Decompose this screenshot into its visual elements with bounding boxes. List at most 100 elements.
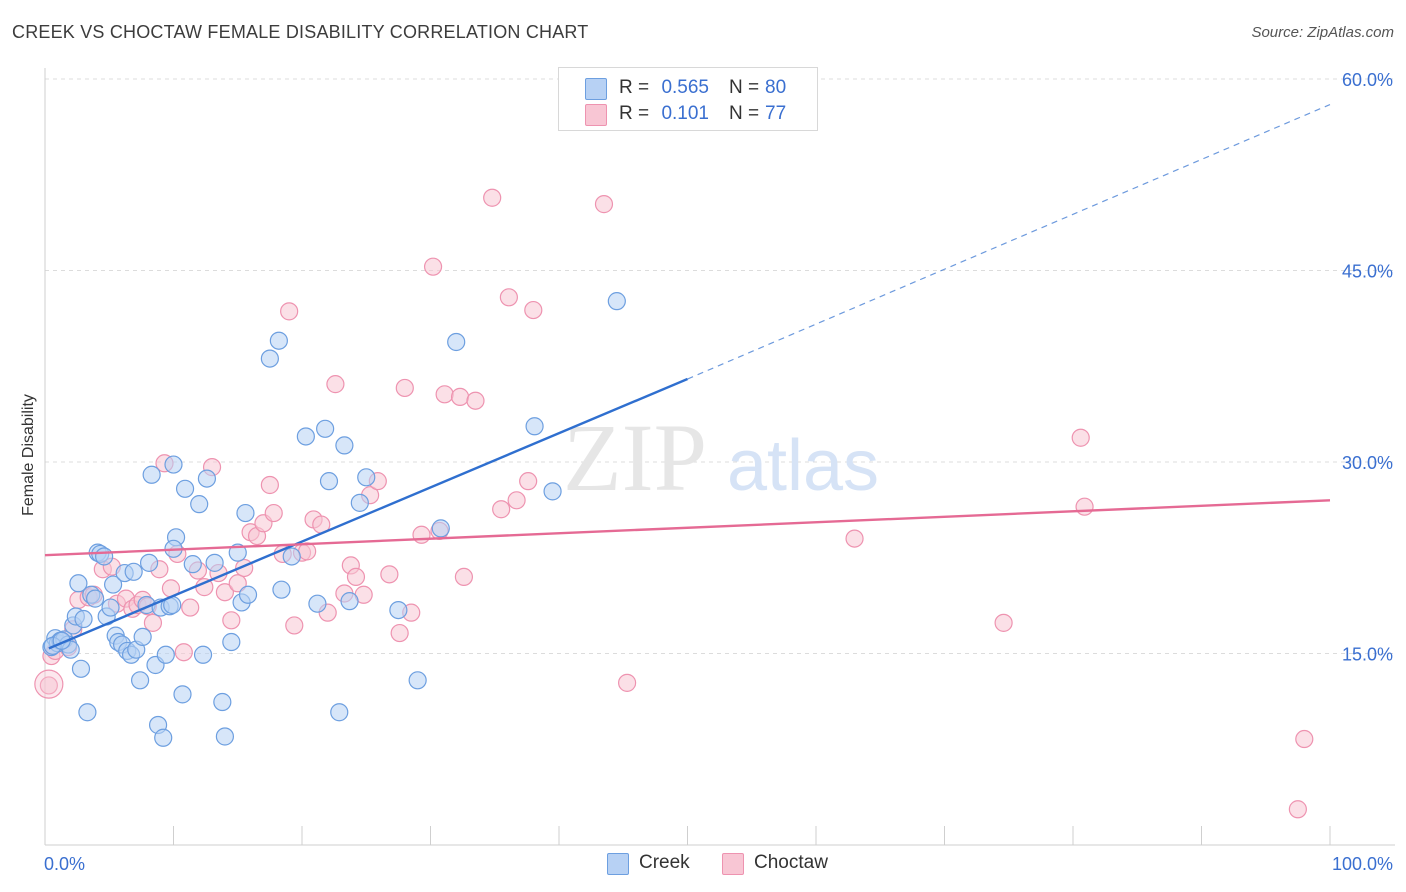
creek-point	[272, 580, 291, 599]
source-label: Source: ZipAtlas.com	[1251, 24, 1394, 41]
choctaw-point	[466, 391, 485, 410]
creek-point	[142, 465, 161, 484]
choctaw-trend-line	[44, 499, 1331, 557]
creek-point	[78, 703, 97, 722]
choctaw-point	[483, 188, 502, 207]
choctaw-point	[222, 611, 241, 630]
choctaw-point	[285, 616, 304, 635]
creek-r-label: R =	[619, 77, 650, 98]
creek-point	[269, 331, 288, 350]
choctaw-point	[435, 385, 454, 404]
choctaw-point	[450, 387, 470, 406]
legend-row-creek: R = 0.565 N = 80	[559, 75, 817, 101]
creek-point	[173, 685, 192, 704]
creek-point	[205, 553, 224, 572]
choctaw-point	[524, 300, 543, 320]
legend-creek-label: Creek	[639, 852, 690, 873]
choctaw-point	[215, 583, 234, 602]
creek-point	[74, 609, 93, 629]
creek-point	[190, 495, 209, 514]
x-tick-label: 0.0%	[44, 854, 85, 874]
choctaw-point	[519, 472, 538, 491]
creek-point	[193, 645, 213, 664]
correlation-legend: R = 0.565 N = 80 R = 0.101 N = 77	[558, 67, 818, 131]
choctaw-point	[380, 565, 399, 584]
legend-choctaw-label: Choctaw	[754, 852, 828, 873]
choctaw-point	[454, 567, 474, 587]
choctaw-point	[1288, 800, 1307, 819]
creek-point	[228, 543, 247, 562]
creek-n-label: N =	[729, 77, 760, 98]
chart-title: CREEK VS CHOCTAW FEMALE DISABILITY CORRE…	[12, 22, 589, 42]
creek-point	[357, 468, 376, 487]
choctaw-point	[412, 525, 431, 544]
creek-point	[319, 472, 339, 491]
choctaw-point	[39, 676, 58, 695]
creek-point	[330, 703, 349, 722]
choctaw-point	[1075, 497, 1094, 516]
choctaw-point	[492, 500, 511, 519]
choctaw-r-value: 0.101	[661, 103, 709, 124]
choctaw-point	[260, 475, 279, 495]
creek-point	[282, 547, 301, 566]
creek-point	[71, 659, 91, 678]
creek-point	[447, 332, 466, 352]
choctaw-r-label: R =	[619, 103, 650, 124]
choctaw-point	[143, 613, 163, 632]
choctaw-n-value: 77	[765, 103, 787, 124]
creek-point	[124, 562, 143, 581]
creek-point	[183, 555, 202, 574]
axes	[44, 68, 1395, 846]
creek-point	[408, 671, 427, 690]
choctaw-point	[264, 503, 283, 523]
choctaw-point	[174, 643, 193, 662]
creek-point	[156, 645, 175, 664]
creek-point	[101, 598, 120, 617]
creek-point	[236, 503, 255, 523]
creek-point	[139, 553, 159, 572]
y-tick-label: 45.0%	[1342, 262, 1393, 282]
creek-point	[607, 292, 626, 311]
choctaw-point	[423, 257, 443, 276]
legend-choctaw-swatch	[722, 853, 744, 875]
creek-point	[350, 493, 369, 512]
choctaw-point	[499, 288, 518, 307]
choctaw-point	[1071, 428, 1090, 447]
y-tick-label: 15.0%	[1342, 645, 1393, 665]
choctaw-point	[181, 598, 200, 617]
series-legend: Creek Choctaw	[0, 851, 1406, 877]
watermark-atlas: atlas	[727, 426, 879, 506]
tick-labels: 15.0% 30.0% 45.0% 60.0% 0.0% 100.0%	[44, 70, 1393, 874]
creek-point	[308, 594, 327, 613]
creek-point	[543, 482, 562, 501]
choctaw-point	[507, 491, 526, 510]
creek-point	[86, 589, 105, 608]
creek-point	[335, 436, 354, 455]
creek-point	[316, 419, 335, 438]
choctaw-point	[1295, 729, 1314, 749]
creek-point	[213, 692, 232, 712]
choctaw-point	[994, 613, 1013, 632]
creek-point	[154, 728, 173, 747]
creek-point	[222, 632, 241, 652]
creek-point	[389, 600, 408, 620]
watermark: ZIP atlas	[563, 404, 879, 511]
trend-lines	[44, 103, 1331, 650]
x-tick-label: 100.0%	[1332, 854, 1393, 874]
creek-point	[69, 574, 88, 593]
creek-r-value: 0.565	[661, 77, 709, 98]
choctaw-point	[618, 673, 637, 692]
creek-point	[104, 575, 123, 594]
choctaw-point	[228, 574, 247, 593]
creek-point	[340, 592, 359, 611]
creek-point	[238, 585, 258, 604]
y-tick-label: 60.0%	[1342, 70, 1393, 90]
legend-creek-swatch	[607, 853, 629, 875]
creek-trend-extension	[687, 103, 1331, 380]
choctaw-cluster-point	[34, 669, 64, 699]
creek-trend-line	[48, 377, 688, 650]
creek-point	[95, 547, 114, 566]
creek-point	[197, 469, 217, 488]
creek-point	[525, 417, 544, 436]
